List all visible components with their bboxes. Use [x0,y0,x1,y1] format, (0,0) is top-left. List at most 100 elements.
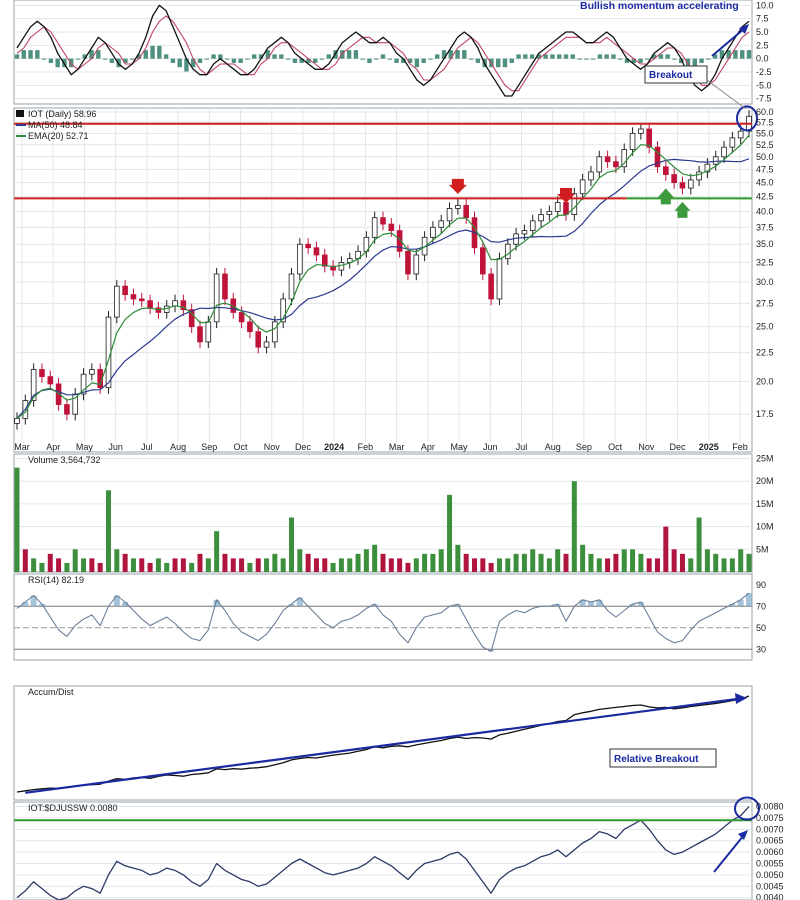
macd-histogram-bar [699,58,704,63]
rsi-tick-label: 30 [756,644,766,654]
volume-bar [22,549,28,572]
price-tick-label: 17.5 [756,409,774,419]
price-candle-body [480,247,486,275]
volume-bar [397,558,403,572]
volume-bar [247,562,253,572]
rsi-overbought-fill [296,597,303,607]
rsi-overbought-fill [629,604,636,607]
rsi-title: RSI(14) 82.19 [28,575,84,585]
relative-breakout-box [609,748,717,768]
macd-histogram-bar [590,58,596,60]
price-candle-body [180,300,187,311]
price-candle-body [371,217,378,238]
price-candle-body [546,211,553,215]
macd-tick-label: 10.0 [756,0,774,10]
volume-bar [347,558,353,572]
volume-bar [338,558,344,572]
volume-tick-label: 15M [756,499,774,509]
price-tick-label: 20.0 [756,376,774,386]
x-tick-label: Apr [46,442,60,452]
price-candle-body [30,369,37,401]
macd-histogram-bar [346,50,352,59]
macd-histogram-bar [238,58,243,63]
macd-histogram-bar [516,54,521,59]
rsi-overbought-fill [454,604,461,607]
macd-histogram-bar [645,58,650,60]
macd-histogram-bar [82,54,87,59]
price-tick-label: 35.0 [756,239,774,249]
macd-histogram-bar [726,50,731,59]
volume-bar [605,558,611,572]
volume-bar [255,558,261,572]
price-candle-body [305,243,311,249]
momentum-arrow [711,27,746,57]
volume-bar [488,562,494,572]
rsi-overbought-fill [746,593,752,607]
breakout-label: Breakout [649,70,693,81]
ma50-legend: MA(50) 48.84 [28,120,83,130]
macd-histogram-bar [367,58,372,63]
rs-tick-label: 0.0055 [756,859,784,869]
x-tick-label: Aug [170,442,186,452]
price-candle-body [663,166,669,175]
x-tick-label: Feb [358,442,374,452]
accum-dist-title: Accum/Dist [28,687,74,697]
price-candle-body [222,273,228,300]
rs-tick-label: 0.0065 [756,836,784,846]
volume-bar [463,553,469,572]
rs-tick-label: 0.0050 [756,870,784,880]
volume-bar [596,558,602,572]
price-candle-body [72,393,79,415]
volume-bar [438,549,444,572]
volume-bar [322,558,328,572]
price-tick-label: 47.5 [756,164,774,174]
price-candle-body [346,258,353,263]
price-candle-body [380,217,386,225]
macd-histogram-bar [706,58,711,60]
macd-histogram-bar [170,58,176,63]
price-candle-body [613,161,619,168]
macd-histogram-bar [428,58,433,60]
x-tick-label: 2025 [699,442,719,452]
macd-histogram-bar [529,54,535,59]
price-candle-body [704,163,711,173]
macd-histogram-bar [679,58,684,63]
macd-histogram-bar [96,50,101,59]
macd-histogram-bar [435,54,440,59]
macd-histogram-bar [421,58,426,63]
price-candle-body [313,247,320,256]
x-tick-label: Feb [732,442,748,452]
price-candle-body [130,294,137,300]
macd-histogram-bar [143,50,148,59]
volume-bar [297,549,303,572]
price-tick-label: 22.5 [756,348,774,358]
price-candle-body [571,193,578,215]
price-candle-body [687,179,694,189]
up-arrow-marker [674,201,691,218]
macd-histogram-bar [204,58,209,60]
macd-tick-label: 5.0 [756,27,769,37]
macd-histogram-bar [14,54,20,59]
macd-histogram-bar [184,58,189,72]
price-candle-body [438,220,445,228]
panel-backgrounds [13,0,753,900]
volume-bar [588,553,594,572]
macd-histogram-bar [89,50,94,59]
volume-bar [713,553,719,572]
volume-bar [164,562,170,572]
price-candle-body [496,258,503,300]
down-arrow-marker [557,187,575,203]
price-tick-label: 55.0 [756,128,774,138]
macd-histogram-bar [299,58,304,63]
momentum-arrow-head [739,24,749,34]
macd-histogram-bar [523,54,528,59]
x-tick-label: Apr [421,442,435,452]
macd-histogram-bar [353,50,359,59]
price-legend-swatch [16,110,24,117]
macd-histogram-bar [448,50,453,59]
rs-breakout-circle [734,796,760,821]
macd-histogram-bar [401,58,406,63]
macd-histogram-bar [197,58,203,63]
macd-histogram-bar [604,54,609,59]
rsi-line [16,592,750,652]
